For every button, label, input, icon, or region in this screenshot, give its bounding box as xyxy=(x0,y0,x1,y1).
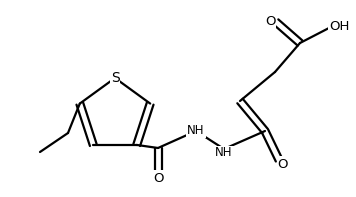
Text: O: O xyxy=(153,172,163,185)
Text: O: O xyxy=(278,157,288,170)
Text: O: O xyxy=(265,15,275,28)
Text: S: S xyxy=(111,71,119,85)
Text: OH: OH xyxy=(329,20,349,33)
Text: NH: NH xyxy=(187,125,205,138)
Text: NH: NH xyxy=(215,147,233,160)
